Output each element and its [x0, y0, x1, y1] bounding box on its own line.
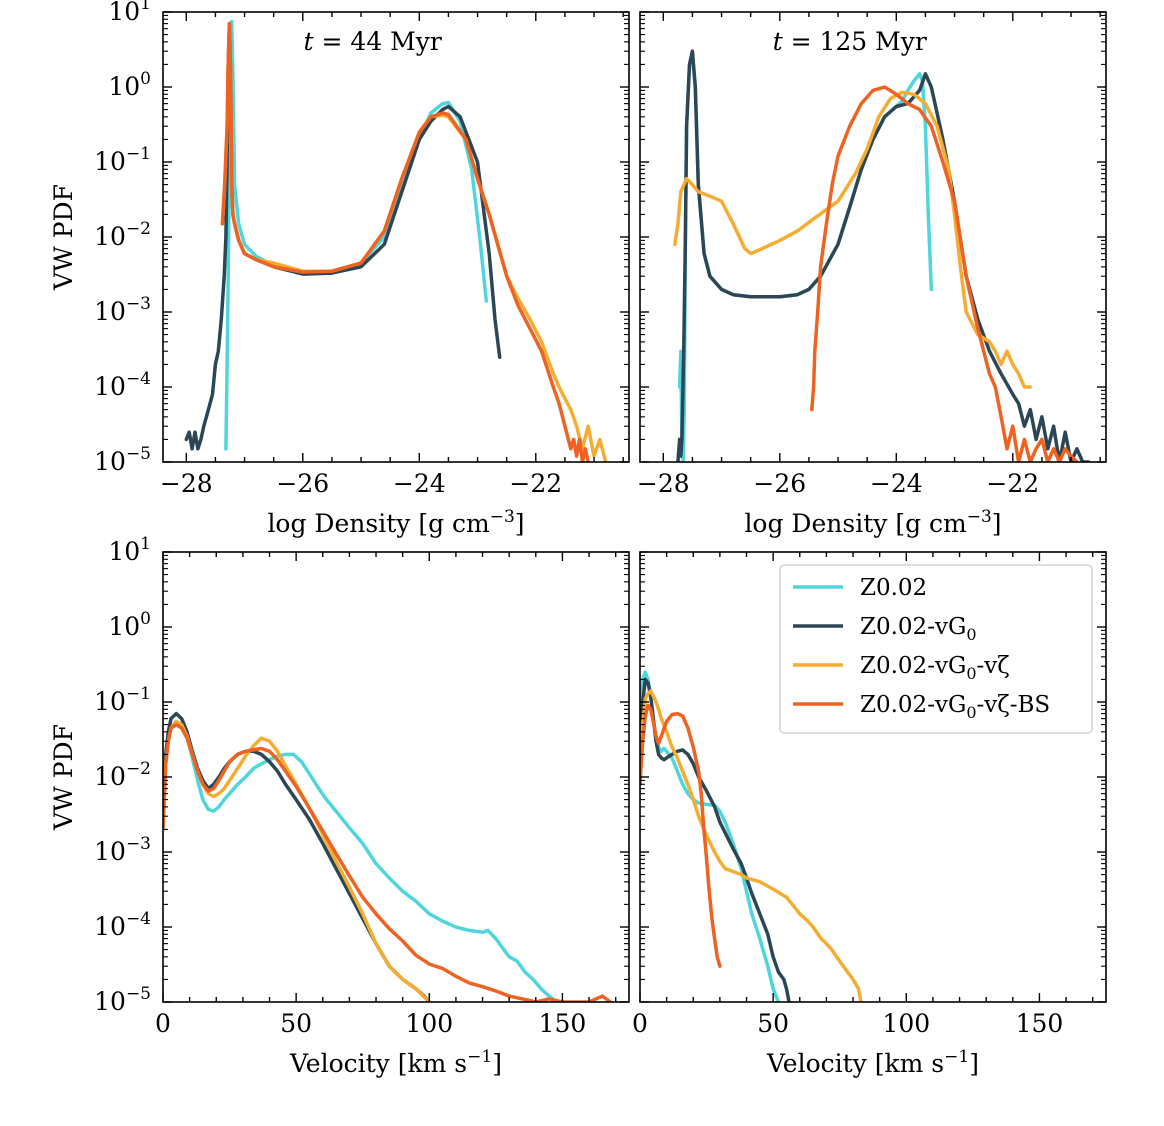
x-ticks: 0 50 100 150	[632, 552, 1094, 1038]
x-tick-label: −26	[753, 469, 806, 498]
legend-box	[779, 564, 1093, 734]
y-tick-label: 10−3	[94, 294, 151, 326]
legend-label: Z0.02-vG0-vζ	[860, 653, 1010, 683]
series-line-z002-vg0	[676, 49, 1091, 462]
series-line-z002	[163, 719, 565, 1002]
x-tick-label: 100	[882, 1009, 930, 1038]
series-line-z002-vg0-vzeta	[640, 689, 863, 1002]
x-axis-label: log Density [g cm−3]	[267, 507, 524, 538]
panel-density-125myr: −28 −26 −24 −22 t = 125 Myr log Density [g …	[637, 11, 1107, 538]
legend-entry-z002-vg0: Z0.02-vG0	[793, 614, 977, 644]
series-line-z002-vg0-vzeta-bs	[640, 703, 722, 968]
series-lines	[184, 19, 608, 462]
x-tick-label: −24	[870, 469, 923, 498]
y-tick-label: 10−4	[94, 909, 151, 941]
panel-velocity-44myr: 0 50 100 150 10−5 10−4 10−3 10−2 10−1 100 101 Vel…	[49, 534, 630, 1078]
x-tick-label: 150	[539, 1009, 587, 1038]
x-tick-label: 100	[405, 1009, 453, 1038]
y-tick-label: 100	[108, 69, 151, 101]
series-lines	[163, 711, 613, 1002]
y-ticks	[640, 11, 1106, 463]
x-ticks: −28 −26 −24 −22	[637, 12, 1101, 498]
x-tick-label: −28	[160, 469, 213, 498]
y-tick-label: 10−3	[94, 834, 151, 866]
x-tick-label: −24	[393, 469, 446, 498]
series-line-z002-vg0-vzeta	[220, 21, 608, 462]
series-lines	[640, 670, 863, 1002]
legend-entry-z002-vg0-vzeta-bs: Z0.02-vG0-vζ-BS	[793, 692, 1050, 722]
x-tick-label: 150	[1016, 1009, 1064, 1038]
y-ticks	[640, 551, 1106, 1003]
legend-label: Z0.02	[860, 575, 927, 601]
series-line-z002-vg0-vzeta-bs	[220, 21, 590, 462]
y-tick-label: 100	[108, 609, 151, 641]
y-tick-label: 10−1	[94, 144, 151, 176]
series-line-z002-vg0-vzeta	[673, 90, 1033, 389]
y-tick-label: 10−5	[94, 984, 151, 1016]
x-axis-label: Velocity [km s−1]	[289, 1047, 502, 1078]
y-tick-label: 101	[108, 534, 151, 566]
series-line-z002-vg0-vzeta	[163, 719, 432, 1002]
x-tick-label: −28	[637, 469, 690, 498]
y-tick-label: 10−5	[94, 444, 151, 476]
legend-label: Z0.02-vG0	[860, 614, 977, 644]
y-tick-label: 10−4	[94, 369, 151, 401]
series-line-z002-vg0-vzeta-bs	[163, 722, 613, 1002]
y-tick-label: 10−1	[94, 684, 151, 716]
series-line-z002-vg0-vzeta-bs	[810, 85, 1079, 462]
x-tick-label: −22	[986, 469, 1039, 498]
legend-entry-z002-vg0-vzeta: Z0.02-vG0-vζ	[793, 653, 1010, 683]
y-tick-label: 10−2	[94, 219, 151, 251]
legend-label: Z0.02-vG0-vζ-BS	[860, 692, 1050, 722]
y-ticks: 10−5 10−4 10−3 10−2 10−1 100 101	[94, 534, 629, 1016]
panel-title: t = 125 Myr	[773, 27, 927, 56]
series-line-z002	[677, 51, 934, 462]
axes-frame	[639, 11, 1107, 463]
x-tick-label: 0	[155, 1009, 171, 1038]
x-tick-label: 50	[757, 1009, 789, 1038]
series-line-z002	[224, 19, 489, 451]
y-axis-label: VW PDF	[49, 724, 78, 831]
panel-velocity-125myr: 0 50 100 150 Velocity [km s−1] Z0.02 Z0.02-…	[632, 551, 1107, 1078]
legend-entry-z002: Z0.02	[793, 575, 927, 601]
y-tick-label: 101	[108, 0, 151, 26]
x-tick-label: −22	[509, 469, 562, 498]
x-tick-label: 50	[280, 1009, 312, 1038]
x-ticks: 0 50 100 150	[155, 552, 617, 1038]
panel-density-44myr: −28 −26 −24 −22 10−510−410−310−210−1100101 …	[49, 0, 630, 538]
x-axis-label: log Density [g cm−3]	[744, 507, 1001, 538]
x-axis-label: Velocity [km s−1]	[766, 1047, 979, 1078]
legend: Z0.02 Z0.02-vG0 Z0.02-vG0-vζ Z0.02-vG0-v…	[779, 564, 1093, 734]
y-axis-label: VW PDF	[49, 184, 78, 291]
y-tick-label: 10−2	[94, 759, 151, 791]
series-line-z002-vg0	[640, 677, 791, 1002]
x-tick-label: −26	[276, 469, 329, 498]
x-ticks: −28 −26 −24 −22	[160, 12, 624, 498]
y-ticks: 10−5 10−4 10−3 10−2 10−1 100 101	[94, 0, 629, 476]
x-tick-label: 0	[632, 1009, 648, 1038]
series-lines	[673, 49, 1091, 462]
panel-title: t = 44 Myr	[304, 27, 442, 56]
